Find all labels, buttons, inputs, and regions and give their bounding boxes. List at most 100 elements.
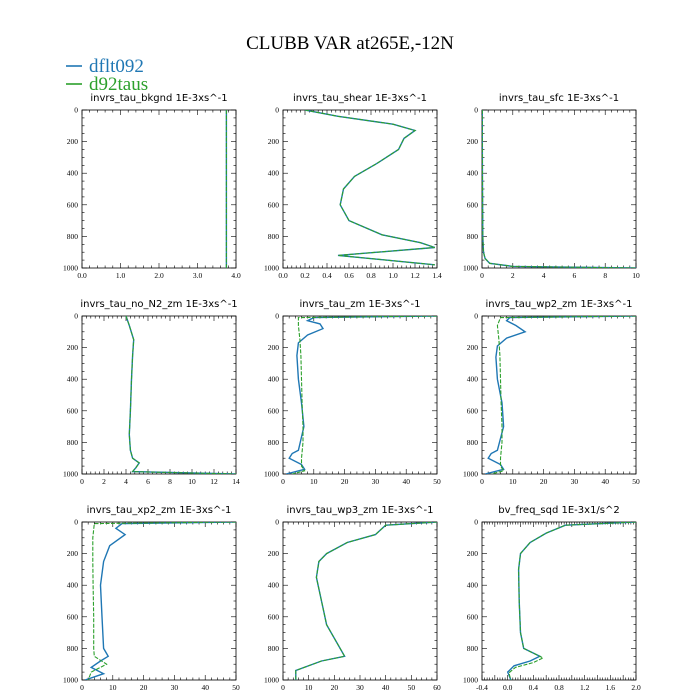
y-tick-label: 200 [67,549,79,558]
x-tick-label: 50 [632,477,640,486]
x-tick-label: 8 [603,271,607,280]
x-tick-label: 20 [341,477,349,486]
x-tick-label: 0 [480,271,484,280]
x-tick-label: 0 [281,477,285,486]
y-tick-label: 0 [474,518,478,527]
panel-title: invrs_tau_no_N2_zm 1E-3xs^-1 [80,299,237,310]
panel-9: bv_freq_sqd 1E-3x1/s^2 0 200 400 600 800 1000-… [463,505,641,692]
y-tick-label: 1000 [63,676,78,685]
x-tick-label: 50 [433,477,441,486]
x-tick-label: 50 [408,683,416,692]
x-tick-label: 1.0 [388,271,398,280]
legend-label-d92taus: d92taus [89,74,148,95]
plot-frame [81,315,237,475]
y-tick-label: 800 [268,438,280,447]
y-tick-label: 0 [474,312,478,321]
x-tick-label: 30 [571,477,579,486]
x-tick-label: 4.0 [231,271,241,280]
x-tick-label: 10 [310,477,318,486]
x-tick-label: 3.0 [193,271,203,280]
x-tick-label: 20 [140,683,148,692]
y-tick-label: 600 [467,406,479,415]
y-tick-label: 400 [467,581,479,590]
y-tick-label: 0 [74,312,78,321]
x-tick-label: 30 [171,683,179,692]
y-tick-label: 1000 [463,470,478,479]
y-tick-label: 200 [467,549,479,558]
panel-2: invrs_tau_shear 1E-3xs^-1 0 200 400 600 800 10… [264,93,442,280]
y-tick-label: 400 [268,375,280,384]
y-tick-label: 400 [67,375,79,384]
series-line-dflt092 [484,316,636,474]
y-tick-label: 0 [275,518,279,527]
x-tick-label: 2 [511,271,515,280]
x-tick-label: -0.4 [476,683,488,692]
y-tick-label: 200 [268,549,280,558]
series-line-dflt092 [125,316,236,474]
y-tick-label: 1000 [63,264,78,273]
y-tick-label: 1000 [463,676,478,685]
plot-frame [481,521,637,681]
y-tick-label: 0 [275,312,279,321]
x-tick-label: 12 [210,477,218,486]
y-tick-label: 200 [67,137,79,146]
x-tick-label: 40 [382,683,390,692]
panel-title: invrs_tau_zm 1E-3xs^-1 [299,299,420,310]
y-tick-label: 200 [467,137,479,146]
y-tick-label: 400 [268,581,280,590]
x-tick-label: 2.0 [154,271,164,280]
y-tick-label: 0 [74,518,78,527]
panel-7: invrs_tau_xp2_zm 1E-3xs^-102004006008001… [63,505,240,692]
x-tick-label: 1.2 [580,683,590,692]
x-tick-label: 10 [305,683,313,692]
y-tick-label: 600 [67,612,79,621]
x-tick-label: 0 [80,477,84,486]
panel-title: invrs_tau_wp3_zm 1E-3xs^-1 [287,505,434,516]
x-tick-label: 14 [232,477,240,486]
panel-title: invrs_tau_xp2_zm 1E-3xs^-1 [87,505,232,516]
series-line-d92taus [292,316,437,474]
x-tick-label: 4 [542,271,546,280]
series-line-d92taus [87,522,236,680]
panel-5: invrs_tau_zm 1E-3xs^-1020040060080010000… [264,299,441,486]
x-tick-label: 0.8 [554,683,564,692]
figure-title: CLUBB VAR at265E,-12N [246,33,454,54]
y-tick-label: 400 [467,169,479,178]
x-tick-label: 0.0 [503,683,513,692]
y-tick-label: 800 [268,232,280,241]
x-tick-label: 0.6 [344,271,354,280]
panel-4: invrs_tau_no_N2_zm 1E-3xs^-1020040060080… [63,299,240,486]
y-tick-label: 600 [467,612,479,621]
x-tick-label: 0 [480,477,484,486]
y-tick-label: 800 [467,438,479,447]
series-line-d92taus [491,316,636,474]
x-tick-label: 20 [331,683,339,692]
y-tick-label: 600 [268,612,280,621]
x-tick-label: 20 [540,477,548,486]
x-tick-label: 0.0 [77,271,87,280]
plot-frame [81,109,237,269]
x-tick-label: 6 [573,271,577,280]
plot-frame [481,109,637,269]
x-tick-label: 0.4 [529,683,539,692]
x-tick-label: 30 [372,477,380,486]
y-tick-label: 200 [268,343,280,352]
y-tick-label: 800 [467,644,479,653]
panel-title: invrs_tau_sfc 1E-3xs^-1 [499,93,619,104]
series-line-dflt092 [295,522,437,680]
y-tick-label: 1000 [264,264,279,273]
y-tick-label: 0 [74,106,78,115]
x-tick-label: 1.4 [432,271,442,280]
x-tick-label: 0 [80,683,84,692]
x-tick-label: 6 [146,477,150,486]
series-line-d92taus [304,110,435,266]
y-tick-label: 800 [67,644,79,653]
x-tick-label: 40 [402,477,410,486]
y-tick-label: 600 [268,406,280,415]
y-tick-label: 400 [268,169,280,178]
x-tick-label: 60 [433,683,441,692]
series-line-dflt092 [285,316,437,474]
x-tick-label: 0.8 [366,271,376,280]
x-tick-label: 40 [201,683,209,692]
